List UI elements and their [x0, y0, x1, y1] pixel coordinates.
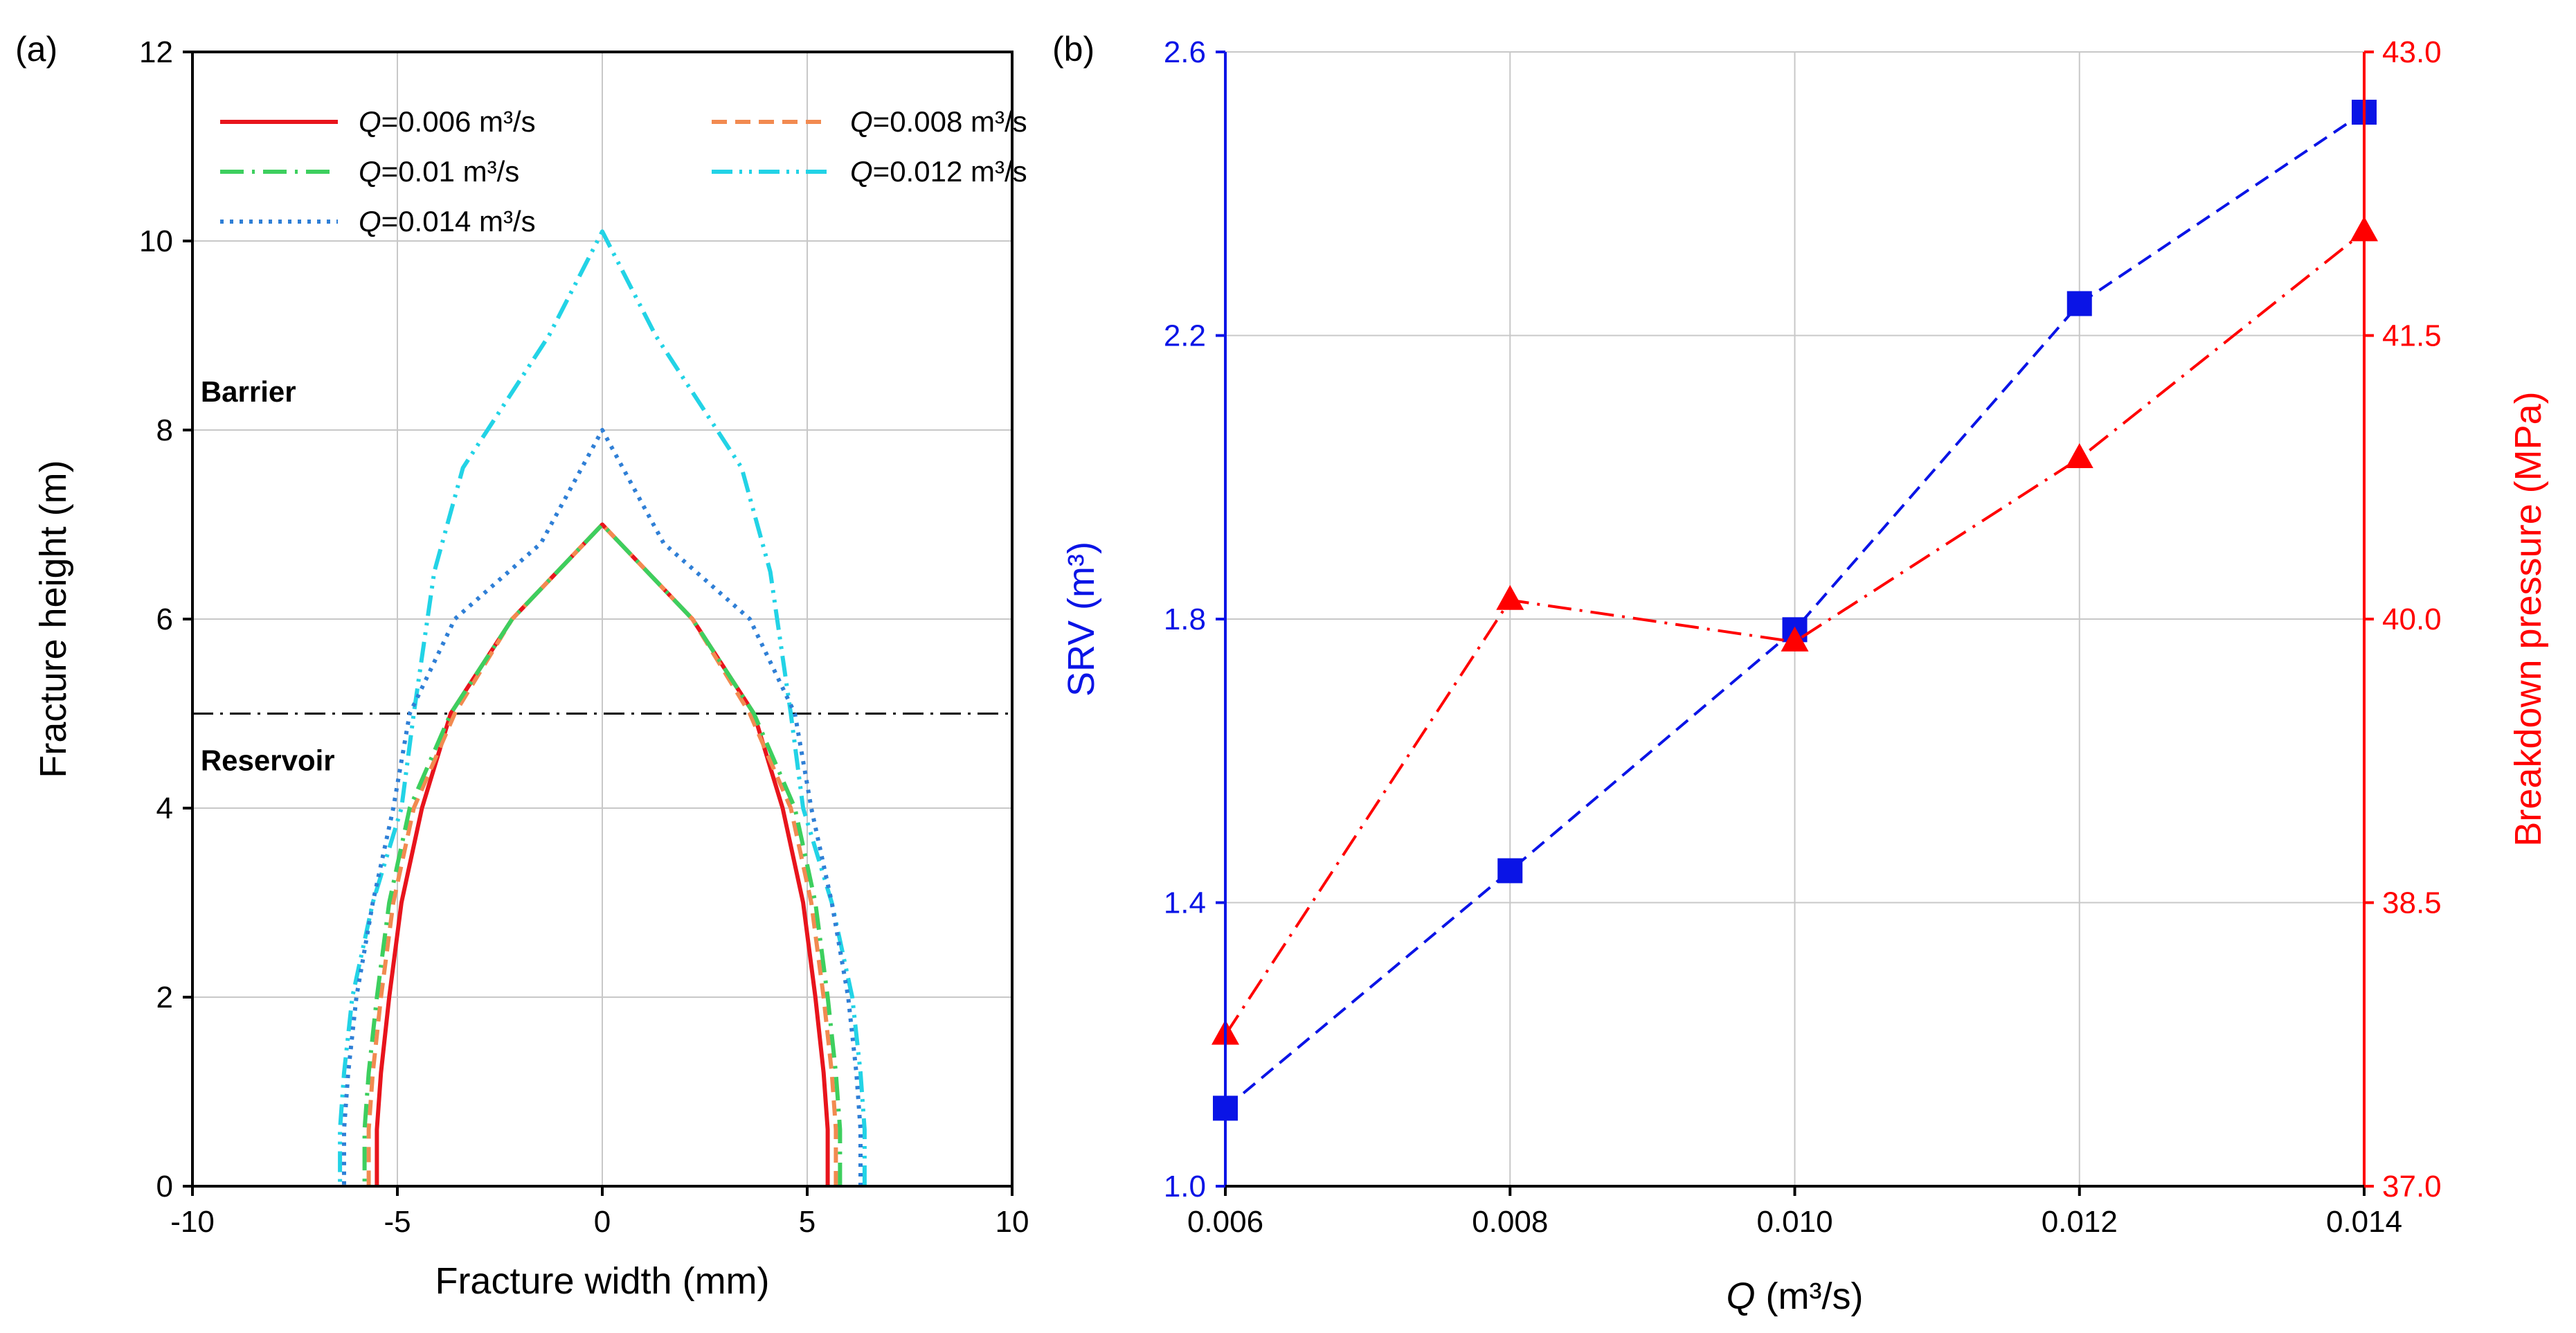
panel-b: (b) 0.006 0.008 0.010 0.012 0.014 1.0 1.4 1.8 2.… — [1052, 30, 2549, 1317]
x-axis-label-unit: (m³/s) — [1756, 1276, 1864, 1317]
y-tick-label: 0 — [156, 1170, 173, 1204]
right-tick-label: 41.5 — [2382, 319, 2442, 353]
x-tick-label: 10 — [996, 1205, 1029, 1239]
legend-q: Q — [359, 155, 381, 188]
legend-text: =0.012 m³/s — [873, 155, 1027, 188]
x-tick-label: -5 — [384, 1205, 411, 1239]
panel-b-left-axis-label: SRV (m³) — [1061, 542, 1102, 697]
srv-marker — [2066, 291, 2092, 316]
panel-a: (a) -10 -5 0 5 10 0 2 4 6 8 10 12 Fracture width (m… — [15, 30, 1029, 1302]
legend-entry: Q=0.01 m³/s — [359, 155, 519, 188]
left-tick-label: 2.6 — [1164, 35, 1206, 69]
legend-q: Q — [850, 105, 873, 138]
legend-entry: Q=0.012 m³/s — [850, 155, 1027, 188]
legend-q: Q — [850, 155, 873, 188]
legend-text: =0.014 m³/s — [381, 205, 536, 238]
legend-text: =0.01 m³/s — [381, 155, 520, 188]
series-line-0 — [375, 522, 830, 1186]
legend-entry: Q=0.008 m³/s — [850, 105, 1027, 138]
legend-q: Q — [359, 105, 381, 138]
x-tick-label: 0.014 — [2326, 1205, 2402, 1239]
y-tick-label: 4 — [156, 791, 173, 825]
legend-entry: Q=0.014 m³/s — [359, 205, 536, 238]
left-tick-label: 1.4 — [1164, 886, 1206, 920]
panel-a-grid — [192, 51, 1013, 1187]
panel-b-ticks: 0.006 0.008 0.010 0.012 0.014 1.0 1.4 1.8 2.2 2.6… — [1164, 35, 2442, 1239]
x-tick-label: 0.006 — [1187, 1205, 1263, 1239]
left-tick-label: 1.8 — [1164, 602, 1206, 636]
right-tick-label: 37.0 — [2382, 1170, 2442, 1204]
panel-b-x-axis-label: Q (m³/s) — [1727, 1276, 1864, 1317]
srv-marker — [1497, 858, 1523, 884]
y-tick-label: 2 — [156, 981, 173, 1014]
breakdown-pressure-marker — [1496, 584, 1524, 610]
panel-a-frame — [191, 51, 1014, 1188]
panel-a-series — [192, 229, 1012, 1186]
panel-a-y-axis-label: Fracture height (m) — [33, 460, 74, 778]
right-tick-label: 40.0 — [2382, 602, 2442, 636]
annotation-barrier: Barrier — [201, 375, 296, 408]
annotation-reservoir: Reservoir — [201, 744, 335, 776]
right-tick-label: 38.5 — [2382, 886, 2442, 920]
panel-a-label: (a) — [15, 30, 57, 69]
legend-entry: Q=0.006 m³/s — [359, 105, 536, 138]
left-tick-label: 2.2 — [1164, 319, 1206, 353]
breakdown-pressure-marker — [2065, 442, 2093, 468]
series-line-4 — [342, 428, 863, 1186]
x-tick-label: 0.012 — [2042, 1205, 2118, 1239]
panel-a-legend: Q=0.006 m³/s Q=0.008 m³/sQ=0.01 m³/s Q=0.0… — [220, 105, 1027, 238]
y-tick-label: 6 — [156, 602, 173, 636]
x-tick-label: 0 — [594, 1205, 611, 1239]
legend-text: =0.006 m³/s — [381, 105, 536, 138]
left-tick-label: 1.0 — [1164, 1170, 1206, 1204]
series-line-2 — [362, 522, 843, 1186]
x-tick-label: 0.008 — [1472, 1205, 1548, 1239]
panel-a-x-axis-label: Fracture width (mm) — [435, 1260, 769, 1302]
y-tick-label: 10 — [139, 224, 173, 258]
x-axis-label-q: Q — [1727, 1276, 1756, 1317]
panel-b-right-axis-label: Breakdown pressure (MPa) — [2507, 391, 2549, 846]
legend-q: Q — [359, 205, 381, 238]
legend-text: =0.008 m³/s — [873, 105, 1027, 138]
x-tick-label: 0.010 — [1756, 1205, 1832, 1239]
breakdown-pressure-marker — [1781, 626, 1809, 652]
panel-b-label: (b) — [1052, 30, 1095, 69]
y-tick-label: 8 — [156, 413, 173, 447]
y-tick-label: 12 — [139, 35, 173, 69]
panel-a-ticks: -10 -5 0 5 10 0 2 4 6 8 10 12 — [139, 35, 1029, 1239]
series-line-breakdown-pressure — [1224, 230, 2366, 1036]
x-tick-label: 5 — [799, 1205, 816, 1239]
x-tick-label: -10 — [170, 1205, 215, 1239]
right-tick-label: 43.0 — [2382, 35, 2442, 69]
